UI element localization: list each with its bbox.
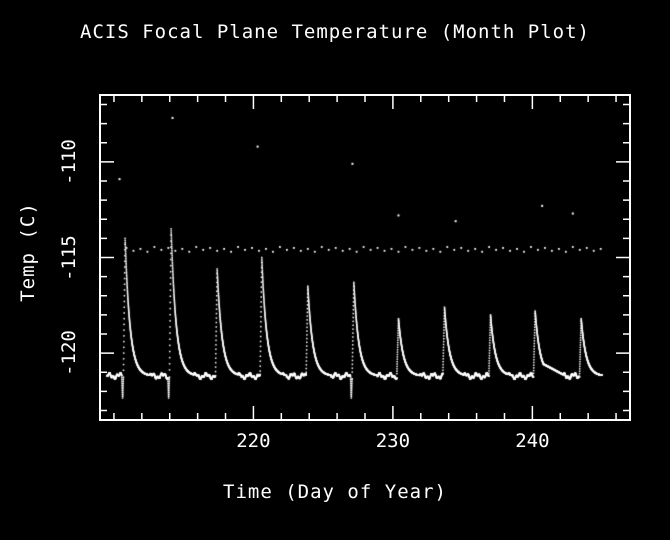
y-tick-label: -110: [58, 139, 80, 185]
axes-frame: [99, 94, 631, 421]
y-tick-label: -115: [58, 234, 80, 281]
axis-tick-marks: [100, 95, 630, 420]
x-tick-label: 240: [515, 430, 550, 452]
x-tick-label: 220: [236, 430, 271, 452]
x-axis-label: Time (Day of Year): [223, 481, 447, 503]
x-tick-label: 230: [375, 430, 411, 452]
y-tick-label: -120: [58, 330, 80, 376]
y-axis-label: Temp (C): [17, 202, 39, 302]
chart-title: ACIS Focal Plane Temperature (Month Plot…: [80, 21, 590, 43]
